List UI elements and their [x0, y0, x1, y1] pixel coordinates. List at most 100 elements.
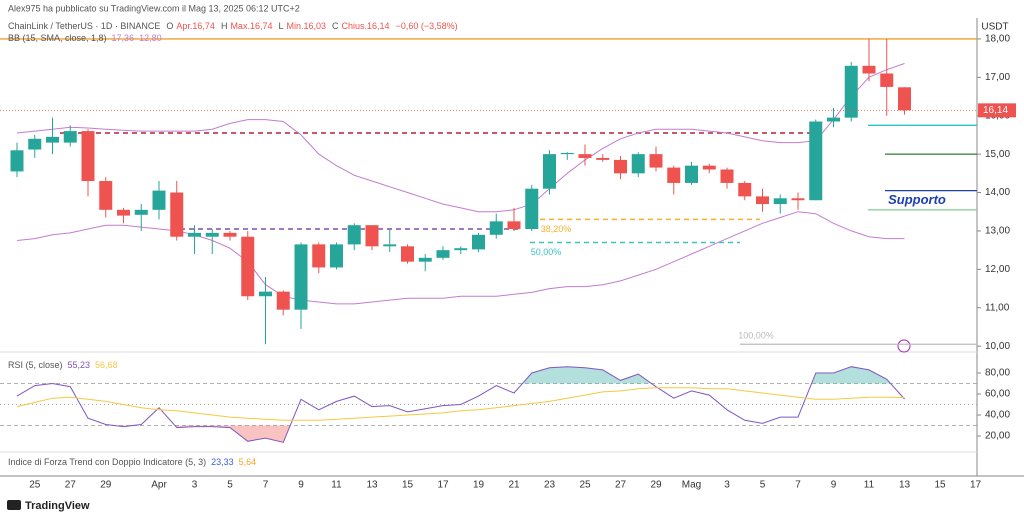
legend-key: O	[166, 21, 173, 31]
bb-value: 12,80	[139, 33, 162, 43]
x-tick-label: 21	[508, 480, 520, 491]
candle-body	[10, 150, 24, 172]
candle-body	[543, 154, 556, 189]
y-tick-label: 18,00	[985, 34, 1010, 45]
legend-key: C	[332, 21, 339, 31]
level-label: 38,20%	[541, 224, 572, 234]
bollinger-lower	[16, 211, 905, 305]
bb-value: 17,36	[112, 33, 135, 43]
candle-body	[436, 250, 450, 258]
x-tick-label: 15	[934, 480, 946, 491]
rsi-value: 56,68	[95, 360, 118, 370]
x-tick-label: 5	[760, 480, 766, 491]
candle-body	[809, 121, 823, 201]
y-tick-label: 40,00	[985, 410, 1010, 421]
bollinger-upper	[16, 63, 905, 213]
legend-key: L	[278, 21, 283, 31]
candle-body	[170, 192, 184, 237]
x-tick-label: 11	[331, 480, 342, 491]
candle-body	[578, 154, 592, 158]
candle-body	[560, 152, 574, 155]
legend-value: Min.16,03	[286, 21, 326, 31]
logo: TradingView	[7, 500, 90, 512]
x-tick-label: 29	[650, 480, 662, 491]
last-price-tag	[978, 103, 1016, 118]
candle-body	[773, 198, 787, 205]
publisher: Alex975 ha pubblicato su TradingView.com…	[8, 3, 300, 13]
x-tick-label: 5	[227, 480, 233, 491]
candle-body	[134, 209, 148, 215]
candle-body	[241, 236, 255, 297]
level-label: 100,00%	[738, 331, 774, 341]
x-tick-label: 15	[402, 480, 414, 491]
x-tick-label: 7	[263, 480, 269, 491]
rsi-legend: RSI (5, close) 55,23 56,68	[8, 360, 118, 370]
legend-value: Chius.16,14	[342, 21, 390, 31]
candle-body	[46, 136, 59, 143]
candle-body	[756, 196, 769, 205]
candle-body	[685, 165, 698, 183]
rsi-value: 55,23	[68, 360, 91, 370]
indicator-title: Indice di Forza Trend con Doppio Indicat…	[8, 457, 206, 467]
candle-body	[862, 65, 876, 74]
candle-body	[365, 225, 379, 247]
candle-body	[383, 244, 397, 247]
y-tick-label: 20,00	[985, 431, 1010, 442]
event-icon[interactable]	[897, 339, 911, 353]
x-tick-label: 27	[615, 480, 627, 491]
x-tick-label: 11	[864, 480, 875, 491]
candle-body	[844, 65, 858, 118]
y-tick-label: 60,00	[985, 389, 1010, 400]
x-tick-label: Apr	[151, 480, 167, 491]
candle-body	[454, 248, 468, 251]
indicator-legend: Indice di Forza Trend con Doppio Indicat…	[8, 457, 256, 467]
bb-legend: BB (15, SMA, close, 1,8) 17,36 12,80	[8, 33, 162, 43]
candle-body	[667, 167, 681, 183]
last-price-label: 16,14	[983, 105, 1008, 116]
x-tick-label: 17	[970, 480, 982, 491]
candle-body	[259, 291, 272, 297]
candle-body	[738, 182, 752, 197]
y-tick-label: 11,00	[985, 302, 1010, 313]
level-label: 50,00%	[531, 247, 562, 257]
candle-body	[312, 244, 326, 268]
bb-title: BB (15, SMA, close, 1,8)	[8, 33, 107, 43]
x-tick-label: 27	[65, 480, 77, 491]
y-tick-label: 15,00	[985, 149, 1010, 160]
candle-body	[188, 232, 201, 237]
x-tick-label: 3	[724, 480, 730, 491]
oversold-fill	[17, 425, 905, 443]
y-tick-label: 13,00	[985, 226, 1010, 237]
candle-body	[827, 117, 840, 122]
candle-body	[330, 244, 343, 268]
candle-body	[117, 209, 130, 216]
candle-body	[525, 188, 539, 230]
change: −0,60 (−3,58%)	[396, 21, 458, 31]
x-tick-label: 9	[831, 480, 837, 491]
candle-body	[898, 87, 911, 111]
currency: USDT	[981, 22, 1008, 33]
x-tick-label: 25	[579, 480, 591, 491]
y-tick-label: 17,00	[985, 72, 1010, 83]
x-tick-label: 7	[795, 480, 801, 491]
x-tick-label: 19	[473, 480, 485, 491]
candle-body	[507, 221, 521, 230]
candle-body	[649, 154, 663, 168]
candle-body	[791, 198, 805, 201]
candle-body	[63, 131, 77, 143]
candle-body	[152, 190, 166, 210]
legend: ChainLink / TetherUS · 1D · BINANCE O Apr.…	[8, 21, 458, 31]
candle-body	[81, 131, 95, 182]
rsi-line	[16, 366, 905, 443]
candle-body	[401, 246, 414, 262]
x-tick-label: Mag	[682, 480, 701, 491]
x-tick-label: 13	[366, 480, 378, 491]
candle-body	[631, 154, 645, 174]
logo-icon	[7, 500, 21, 510]
candle-body	[276, 291, 290, 310]
indicator-value: 23,33	[211, 457, 234, 467]
candle-body	[28, 138, 42, 150]
candle-body	[294, 244, 308, 310]
candle-body	[347, 225, 361, 245]
